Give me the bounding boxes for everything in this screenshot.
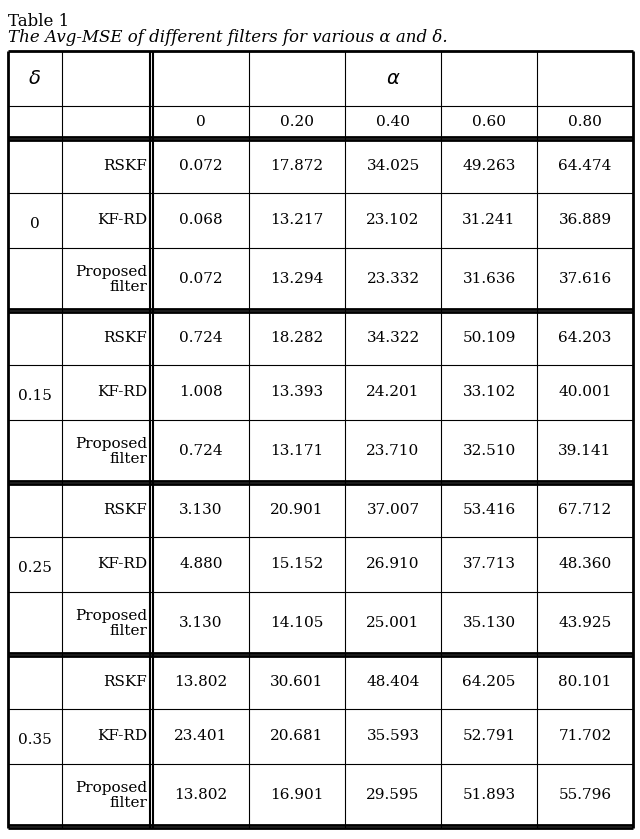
Text: filter: filter [109,796,147,810]
Text: 40.001: 40.001 [558,385,612,399]
Text: 43.925: 43.925 [558,616,612,630]
Text: KF-RD: KF-RD [97,213,147,227]
Text: 0.35: 0.35 [18,733,52,747]
Text: 4.880: 4.880 [179,557,223,571]
Text: 55.796: 55.796 [559,788,612,802]
Text: KF-RD: KF-RD [97,385,147,399]
Text: Proposed: Proposed [75,781,147,795]
Text: 15.152: 15.152 [270,557,324,571]
Text: 29.595: 29.595 [366,788,420,802]
Text: 39.141: 39.141 [558,444,612,458]
Text: filter: filter [109,624,147,638]
Text: 34.025: 34.025 [366,159,420,173]
Text: Table 1: Table 1 [8,13,69,30]
Text: 23.102: 23.102 [366,213,420,227]
Text: 0: 0 [30,217,40,231]
Text: 0.724: 0.724 [179,331,223,345]
Text: 30.601: 30.601 [270,675,324,689]
Text: 35.593: 35.593 [367,729,419,743]
Text: 3.130: 3.130 [179,616,223,630]
Text: 32.510: 32.510 [462,444,516,458]
Text: filter: filter [109,452,147,466]
Text: 64.205: 64.205 [462,675,516,689]
Text: 0.60: 0.60 [472,115,506,129]
Text: 31.636: 31.636 [462,272,516,286]
Text: 31.241: 31.241 [462,213,516,227]
Text: 3.130: 3.130 [179,503,223,517]
Text: 0.068: 0.068 [179,213,223,227]
Text: The Avg-MSE of different filters for various α and δ.: The Avg-MSE of different filters for var… [8,29,447,46]
Text: 49.263: 49.263 [462,159,516,173]
Text: 25.001: 25.001 [366,616,420,630]
Text: 23.332: 23.332 [367,272,420,286]
Text: KF-RD: KF-RD [97,557,147,571]
Text: 0.724: 0.724 [179,444,223,458]
Text: 37.713: 37.713 [463,557,515,571]
Text: KF-RD: KF-RD [97,729,147,743]
Text: 1.008: 1.008 [179,385,223,399]
Text: 0.15: 0.15 [18,389,52,403]
Text: 13.802: 13.802 [174,675,228,689]
Text: 53.416: 53.416 [462,503,516,517]
Text: 24.201: 24.201 [366,385,420,399]
Text: 14.105: 14.105 [270,616,324,630]
Text: RSKF: RSKF [103,331,147,345]
Text: 64.203: 64.203 [558,331,612,345]
Text: Proposed: Proposed [75,437,147,451]
Text: 20.901: 20.901 [270,503,324,517]
Text: 23.710: 23.710 [366,444,420,458]
Text: 17.872: 17.872 [271,159,324,173]
Text: 0: 0 [196,115,206,129]
Text: 52.791: 52.791 [462,729,516,743]
Text: Proposed: Proposed [75,265,147,279]
Text: 35.130: 35.130 [463,616,516,630]
Text: filter: filter [109,280,147,294]
Text: 13.217: 13.217 [270,213,324,227]
Text: Proposed: Proposed [75,609,147,623]
Text: 50.109: 50.109 [462,331,516,345]
Text: 13.393: 13.393 [271,385,324,399]
Text: 48.404: 48.404 [366,675,420,689]
Text: 71.702: 71.702 [558,729,612,743]
Text: 20.681: 20.681 [270,729,324,743]
Text: 13.171: 13.171 [270,444,324,458]
Text: 64.474: 64.474 [558,159,612,173]
Text: 34.322: 34.322 [366,331,420,345]
Text: 23.401: 23.401 [174,729,228,743]
Text: 0.072: 0.072 [179,272,223,286]
Text: 37.616: 37.616 [558,272,612,286]
Text: RSKF: RSKF [103,159,147,173]
Text: 26.910: 26.910 [366,557,420,571]
Text: 48.360: 48.360 [558,557,612,571]
Text: 33.102: 33.102 [462,385,516,399]
Text: 37.007: 37.007 [367,503,420,517]
Text: 0.072: 0.072 [179,159,223,173]
Text: RSKF: RSKF [103,675,147,689]
Text: 36.889: 36.889 [559,213,612,227]
Text: 13.802: 13.802 [174,788,228,802]
Text: RSKF: RSKF [103,503,147,517]
Text: 80.101: 80.101 [558,675,612,689]
Text: 51.893: 51.893 [463,788,516,802]
Text: 0.25: 0.25 [18,561,52,575]
Text: 13.294: 13.294 [270,272,324,286]
Text: 67.712: 67.712 [558,503,612,517]
Text: 0.80: 0.80 [568,115,602,129]
Text: $\delta$: $\delta$ [29,70,42,87]
Text: 16.901: 16.901 [270,788,324,802]
Text: 0.20: 0.20 [280,115,314,129]
Text: 0.40: 0.40 [376,115,410,129]
Text: $\alpha$: $\alpha$ [386,70,400,87]
Text: 18.282: 18.282 [270,331,324,345]
